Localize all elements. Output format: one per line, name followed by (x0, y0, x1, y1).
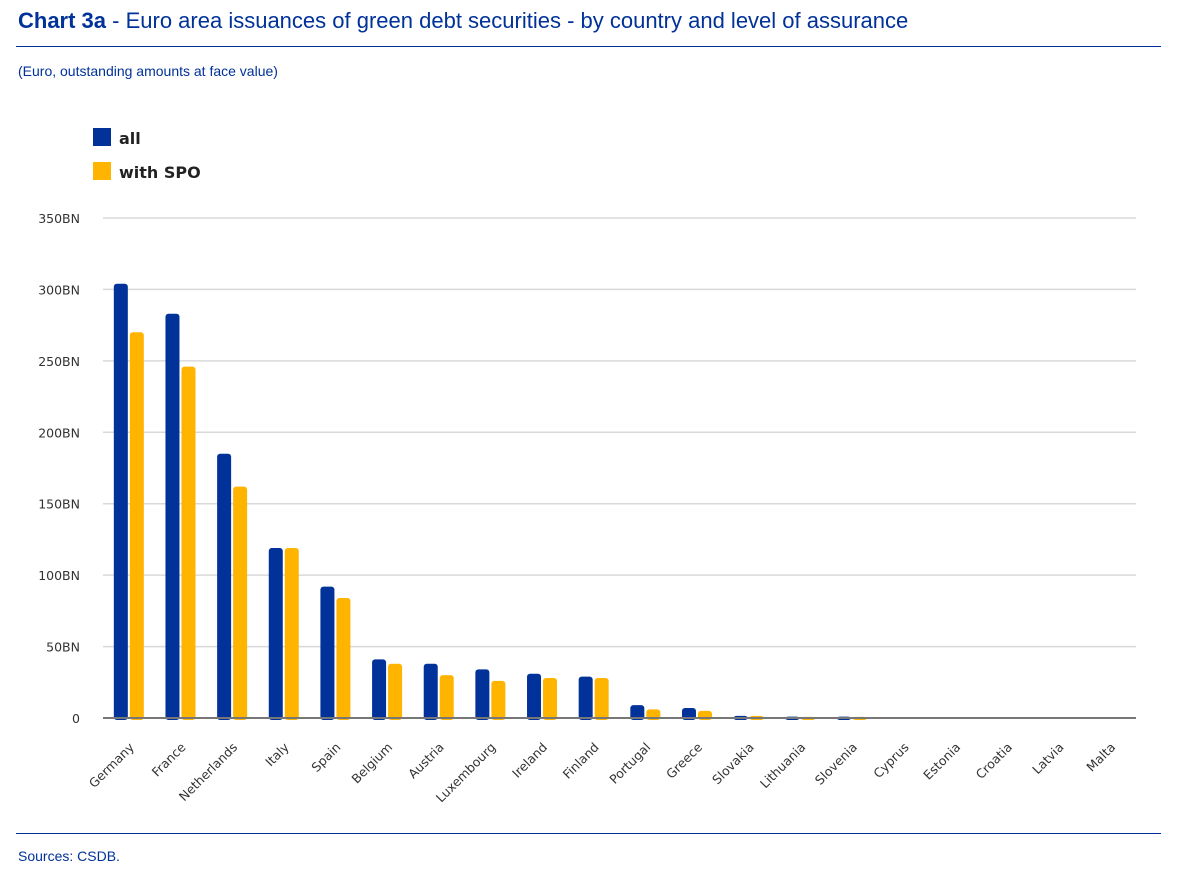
x-tick-label: Malta (1083, 740, 1118, 775)
x-tick-label: Cyprus (870, 740, 911, 781)
x-tick-label: Spain (308, 740, 343, 775)
bar-all-italy (268, 548, 283, 720)
bar-with-spo-luxembourg (491, 680, 506, 720)
title-divider (16, 46, 1161, 47)
bar-with-spo-finland (594, 678, 609, 720)
bar-with-spo-belgium (388, 663, 403, 720)
x-tick-label: Slovakia (709, 740, 757, 788)
x-tick-label: Austria (405, 740, 447, 782)
bar-with-spo-ireland (543, 678, 558, 720)
x-tick-label: Belgium (348, 740, 395, 787)
x-tick-label: Portugal (606, 740, 653, 787)
y-tick-label: 350BN (38, 211, 80, 226)
bar-all-ireland (527, 673, 542, 720)
x-tick-label: Latvia (1029, 740, 1067, 778)
bar-all-spain (320, 586, 335, 720)
bar-all-germany (113, 283, 128, 720)
y-tick-label: 150BN (38, 497, 80, 512)
x-tick-label: Greece (663, 739, 705, 781)
y-tick-label: 100BN (38, 568, 80, 583)
y-tick-label: 0 (72, 711, 80, 726)
sources-note: Sources: CSDB. (18, 848, 120, 864)
bar-all-france (165, 313, 180, 720)
bar-with-spo-austria (439, 675, 454, 720)
x-tick-label: France (149, 739, 189, 779)
bar-with-spo-france (181, 366, 196, 720)
chart-title: Chart 3a - Euro area issuances of green … (18, 8, 908, 34)
bar-with-spo-netherlands (233, 486, 248, 720)
bar-all-luxembourg (475, 669, 490, 720)
x-tick-label: Croatia (973, 740, 1015, 782)
y-tick-label: 200BN (38, 425, 80, 440)
legend-swatch-with-spo (93, 162, 111, 180)
bar-all-finland (578, 676, 593, 720)
chart-subtitle: (Euro, outstanding amounts at face value… (18, 63, 278, 79)
chart-title-text: - Euro area issuances of green debt secu… (106, 8, 909, 33)
x-tick-label: Slovenia (812, 740, 860, 788)
x-tick-label: Italy (262, 739, 292, 769)
y-tick-label: 250BN (38, 354, 80, 369)
bar-with-spo-italy (284, 548, 299, 720)
legend-label: all (119, 129, 141, 148)
bar-all-belgium (372, 659, 387, 720)
bar-all-austria (423, 663, 438, 720)
bar-all-netherlands (217, 453, 232, 720)
x-tick-label: Ireland (509, 740, 550, 781)
bar-all-portugal (630, 705, 645, 720)
legend-swatch-all (93, 128, 111, 146)
x-tick-label: Germany (86, 739, 138, 791)
y-tick-label: 50BN (46, 640, 80, 655)
y-tick-label: 300BN (38, 282, 80, 297)
bar-with-spo-germany (129, 332, 144, 720)
footer-divider (16, 833, 1161, 834)
bar-with-spo-spain (336, 598, 351, 720)
x-tick-label: Lithuania (757, 740, 809, 792)
legend-label: with SPO (119, 163, 201, 182)
x-tick-label: Estonia (920, 740, 963, 783)
x-tick-label: Finland (560, 740, 602, 782)
chart-number: Chart 3a (18, 8, 107, 33)
